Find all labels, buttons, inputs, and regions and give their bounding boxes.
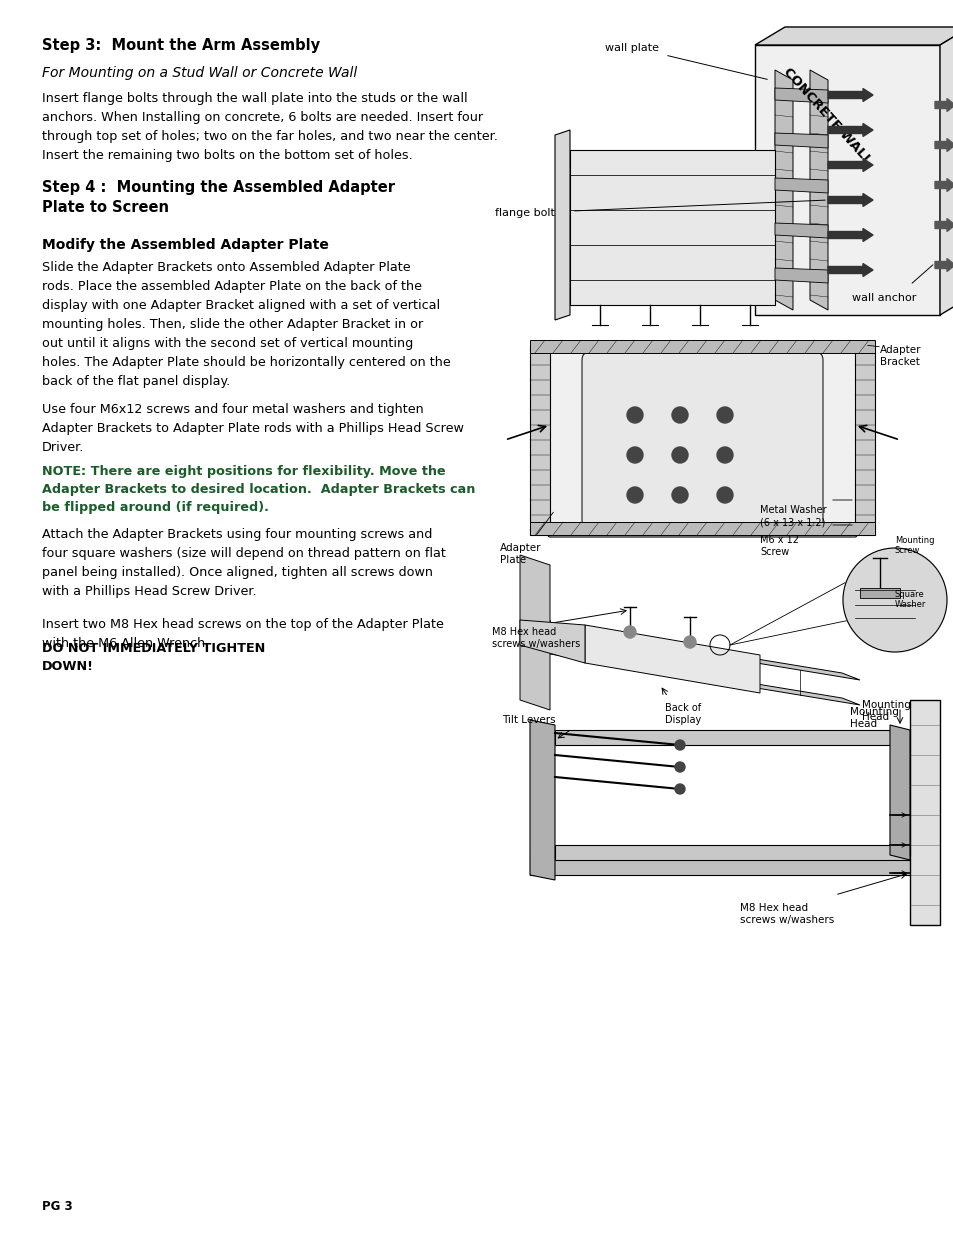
Polygon shape	[809, 70, 827, 310]
Text: Tilt Levers: Tilt Levers	[501, 715, 555, 725]
Text: wall plate: wall plate	[604, 43, 659, 53]
FancyArrow shape	[827, 124, 872, 137]
Polygon shape	[754, 27, 953, 44]
Text: Back of
Display: Back of Display	[664, 703, 700, 725]
Polygon shape	[889, 725, 909, 860]
Circle shape	[671, 408, 687, 424]
Polygon shape	[774, 133, 827, 148]
Text: Slide the Adapter Brackets onto Assembled Adapter Plate
rods. Place the assemble: Slide the Adapter Brackets onto Assemble…	[42, 261, 450, 388]
Polygon shape	[774, 88, 827, 103]
Text: Square
Washer: Square Washer	[894, 590, 925, 609]
Circle shape	[675, 762, 684, 772]
Text: Modify the Assembled Adapter Plate: Modify the Assembled Adapter Plate	[42, 238, 329, 252]
Polygon shape	[519, 645, 859, 705]
Text: Adapter
Plate: Adapter Plate	[499, 543, 541, 566]
Circle shape	[626, 487, 642, 503]
Text: Step 3:  Mount the Arm Assembly: Step 3: Mount the Arm Assembly	[42, 38, 320, 53]
FancyArrow shape	[934, 258, 953, 272]
Polygon shape	[519, 620, 859, 680]
Polygon shape	[909, 700, 939, 925]
Polygon shape	[555, 730, 909, 745]
Polygon shape	[774, 268, 827, 283]
Text: Insert two M8 Hex head screws on the top of the Adapter Plate
with the M6 Allen : Insert two M8 Hex head screws on the top…	[42, 618, 443, 650]
Circle shape	[671, 447, 687, 463]
Polygon shape	[530, 522, 874, 535]
Bar	[854, 345, 874, 535]
Text: Mounting
Head: Mounting Head	[849, 706, 898, 730]
Text: Attach the Adapter Brackets using four mounting screws and
four square washers (: Attach the Adapter Brackets using four m…	[42, 529, 445, 598]
Circle shape	[717, 408, 732, 424]
FancyArrow shape	[827, 158, 872, 172]
Text: M8 Hex head
screws w/washers: M8 Hex head screws w/washers	[492, 627, 579, 650]
Text: M8 Hex head
screws w/washers: M8 Hex head screws w/washers	[740, 903, 833, 925]
FancyArrow shape	[827, 228, 872, 242]
Circle shape	[671, 487, 687, 503]
Text: Mounting
Head: Mounting Head	[862, 700, 910, 722]
Polygon shape	[939, 27, 953, 315]
Text: Metal Washer
(6 x 13 x 1.2): Metal Washer (6 x 13 x 1.2)	[760, 505, 825, 527]
Text: wall anchor: wall anchor	[851, 293, 916, 303]
Text: Adapter
Bracket: Adapter Bracket	[879, 345, 921, 367]
Polygon shape	[555, 845, 909, 860]
FancyArrow shape	[827, 89, 872, 101]
Polygon shape	[774, 178, 827, 193]
Circle shape	[717, 447, 732, 463]
Polygon shape	[519, 555, 550, 710]
Circle shape	[717, 487, 732, 503]
Polygon shape	[774, 70, 792, 310]
FancyArrow shape	[934, 219, 953, 231]
Circle shape	[675, 784, 684, 794]
Text: flange bolt: flange bolt	[495, 207, 555, 219]
Circle shape	[683, 636, 696, 648]
Polygon shape	[519, 620, 584, 663]
Polygon shape	[569, 149, 774, 305]
Text: For Mounting on a Stud Wall or Concrete Wall: For Mounting on a Stud Wall or Concrete …	[42, 65, 356, 80]
Polygon shape	[584, 625, 760, 693]
Polygon shape	[530, 340, 874, 353]
Circle shape	[675, 740, 684, 750]
Text: CONCRETE WALL: CONCRETE WALL	[780, 65, 873, 167]
FancyArrow shape	[934, 99, 953, 111]
Circle shape	[623, 626, 636, 638]
Polygon shape	[555, 130, 569, 320]
Text: Insert flange bolts through the wall plate into the studs or the wall
anchors. W: Insert flange bolts through the wall pla…	[42, 91, 497, 162]
FancyBboxPatch shape	[547, 343, 856, 537]
FancyArrow shape	[827, 263, 872, 277]
Text: DO NOT IMMEDIATELY TIGHTEN
DOWN!: DO NOT IMMEDIATELY TIGHTEN DOWN!	[42, 642, 265, 673]
Bar	[530, 345, 550, 535]
Polygon shape	[754, 44, 939, 315]
Text: Step 4 :  Mounting the Assembled Adapter
Plate to Screen: Step 4 : Mounting the Assembled Adapter …	[42, 180, 395, 215]
Text: Mounting
Screw: Mounting Screw	[894, 536, 934, 555]
Circle shape	[626, 408, 642, 424]
Circle shape	[626, 447, 642, 463]
Text: PG 3: PG 3	[42, 1200, 72, 1213]
Text: M6 x 12
Screw: M6 x 12 Screw	[760, 535, 799, 557]
FancyBboxPatch shape	[581, 352, 822, 529]
FancyArrow shape	[934, 179, 953, 191]
Text: Use four M6x12 screws and four metal washers and tighten
Adapter Brackets to Ada: Use four M6x12 screws and four metal was…	[42, 403, 463, 454]
Polygon shape	[530, 855, 934, 876]
FancyArrow shape	[934, 138, 953, 152]
Polygon shape	[530, 720, 555, 881]
Polygon shape	[774, 224, 827, 238]
FancyArrow shape	[827, 194, 872, 206]
Bar	[859, 588, 899, 598]
Text: NOTE: There are eight positions for flexibility. Move the
Adapter Brackets to de: NOTE: There are eight positions for flex…	[42, 466, 475, 514]
Wedge shape	[842, 548, 946, 652]
